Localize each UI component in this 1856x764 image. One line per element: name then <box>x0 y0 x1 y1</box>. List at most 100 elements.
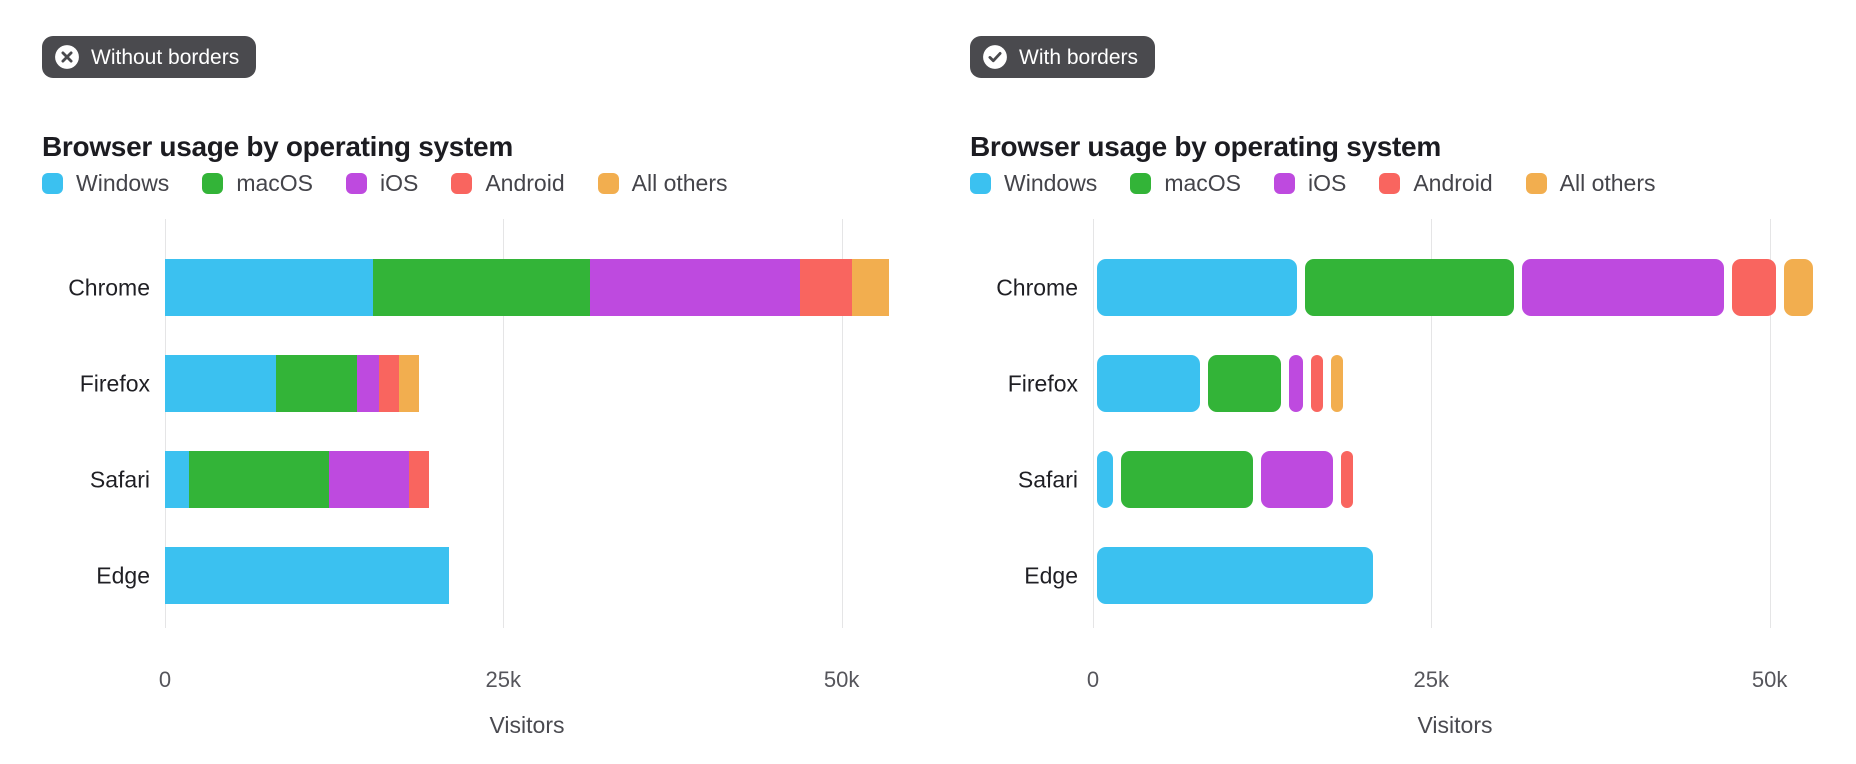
x-tick-label: 25k <box>1413 667 1450 692</box>
bar-row: Safari <box>1018 432 1817 528</box>
badge-label: With borders <box>1019 45 1139 69</box>
bar-segment-windows <box>1097 547 1374 604</box>
x-tick-label: 0 <box>158 667 172 692</box>
legend-swatch-icon <box>1130 173 1152 194</box>
bar-rows: Chrome Firefox Safari Edge <box>68 240 889 624</box>
x-tick-label: 0 <box>1086 667 1100 692</box>
bar-segment-macos <box>373 259 590 316</box>
bar-segment-ios <box>1521 259 1724 316</box>
legend-label: iOS <box>380 170 419 196</box>
bar-edge <box>1093 547 1377 604</box>
stacked-bar-chart-with-borders: Chrome Firefox Safari Edge 0 25k 50k Visitors <box>970 219 1817 738</box>
bar-segment-windows <box>1097 451 1114 508</box>
x-axis-title: Visitors <box>489 712 565 738</box>
bar-chrome <box>165 259 889 316</box>
bar-segment-all-others <box>852 259 889 316</box>
legend-swatch-icon <box>597 173 619 194</box>
bar-row: Edge <box>96 528 889 624</box>
legend-label: macOS <box>236 170 313 196</box>
x-tick-label: 25k <box>485 667 522 692</box>
legend-item-android: Android <box>451 170 565 197</box>
legend-item-android: Android <box>1379 170 1493 197</box>
category-label-edge: Edge <box>96 562 150 589</box>
gridline <box>503 219 505 628</box>
category-label-firefox: Firefox <box>79 370 150 397</box>
bar-row: Edge <box>1024 528 1817 624</box>
bar-segment-android <box>799 259 853 316</box>
legend-item-windows: Windows <box>970 170 1097 197</box>
legend-label: Windows <box>76 170 170 196</box>
legend-swatch-icon <box>1379 173 1401 194</box>
category-label-edge: Edge <box>1024 562 1078 589</box>
gridline <box>841 219 843 628</box>
bar-segment-windows <box>165 259 374 316</box>
badge-without-borders: Without borders <box>42 36 257 78</box>
bar-segment-android <box>378 355 400 412</box>
bar-segment-android <box>408 451 429 508</box>
legend-swatch-icon <box>1525 173 1547 194</box>
bar-firefox <box>1093 355 1347 412</box>
legend-item-ios: iOS <box>1274 170 1346 197</box>
gridline <box>1093 219 1094 628</box>
bar-segment-ios <box>1289 355 1303 412</box>
bar-segment-windows <box>165 355 276 412</box>
plot-area: Chrome Firefox Safari Edge 0 25k 50k Visitors <box>68 219 889 738</box>
legend-label: All others <box>631 170 728 196</box>
chart-title: Browser usage by operating system <box>42 131 513 162</box>
legend-label: All others <box>1559 170 1656 196</box>
legend: Windows macOS iOS Android All others <box>42 170 728 197</box>
gridline <box>165 219 166 628</box>
category-label-safari: Safari <box>89 466 150 493</box>
bar-row: Chrome <box>68 240 889 336</box>
badge-label: Without borders <box>91 45 240 69</box>
x-axis-title: Visitors <box>1417 712 1493 738</box>
chart-title: Browser usage by operating system <box>970 131 1441 162</box>
legend-item-windows: Windows <box>42 170 169 197</box>
legend-label: iOS <box>1308 170 1347 196</box>
gridline <box>1431 219 1433 628</box>
legend-item-macos: macOS <box>202 170 313 197</box>
legend-item-all-others: All others <box>597 170 728 197</box>
bar-segment-macos <box>1305 259 1514 316</box>
bar-safari <box>165 451 429 508</box>
bar-segment-macos <box>189 451 329 508</box>
legend-label: macOS <box>1164 170 1241 196</box>
legend-swatch-icon <box>346 173 367 194</box>
bar-segment-android <box>1340 451 1353 508</box>
bar-edge <box>165 547 450 604</box>
category-label-chrome: Chrome <box>68 274 150 301</box>
legend-swatch-icon <box>202 173 224 194</box>
bar-segment-macos <box>276 355 358 412</box>
legend: Windows macOS iOS Android All others <box>970 170 1656 197</box>
category-label-safari: Safari <box>1017 466 1078 493</box>
category-label-firefox: Firefox <box>1007 370 1078 397</box>
plot-area: Chrome Firefox Safari Edge 0 25k 50k Visitors <box>996 219 1817 738</box>
x-circle-icon <box>54 44 80 70</box>
legend-swatch-icon <box>451 173 473 194</box>
legend-item-ios: iOS <box>346 170 418 197</box>
bar-segment-ios <box>1260 451 1333 508</box>
bar-segment-all-others <box>1331 355 1344 412</box>
bar-segment-ios <box>589 259 800 316</box>
bar-safari <box>1093 451 1357 508</box>
category-label-chrome: Chrome <box>996 274 1078 301</box>
bar-segment-macos <box>1121 451 1253 508</box>
legend-label: Android <box>485 170 565 196</box>
bar-segment-windows <box>165 547 450 604</box>
panel-without-borders: Without borders Browser usage by operati… <box>42 36 889 738</box>
bar-segment-windows <box>1097 355 1200 412</box>
bar-row: Chrome <box>996 240 1817 336</box>
bar-row: Safari <box>90 432 889 528</box>
legend-swatch-icon <box>1274 173 1295 194</box>
legend-swatch-icon <box>970 173 991 194</box>
legend-item-all-others: All others <box>1525 170 1656 197</box>
bar-rows: Chrome Firefox Safari Edge <box>996 240 1817 624</box>
legend-label: Windows <box>1004 170 1098 196</box>
panel-with-borders: With borders Browser usage by operating … <box>928 0 1856 764</box>
x-tick-label: 50k <box>823 667 860 692</box>
bar-chrome <box>1093 259 1817 316</box>
bar-firefox <box>165 355 420 412</box>
bar-segment-ios <box>357 355 379 412</box>
legend-swatch-icon <box>42 173 63 194</box>
bar-segment-all-others <box>1784 259 1813 316</box>
